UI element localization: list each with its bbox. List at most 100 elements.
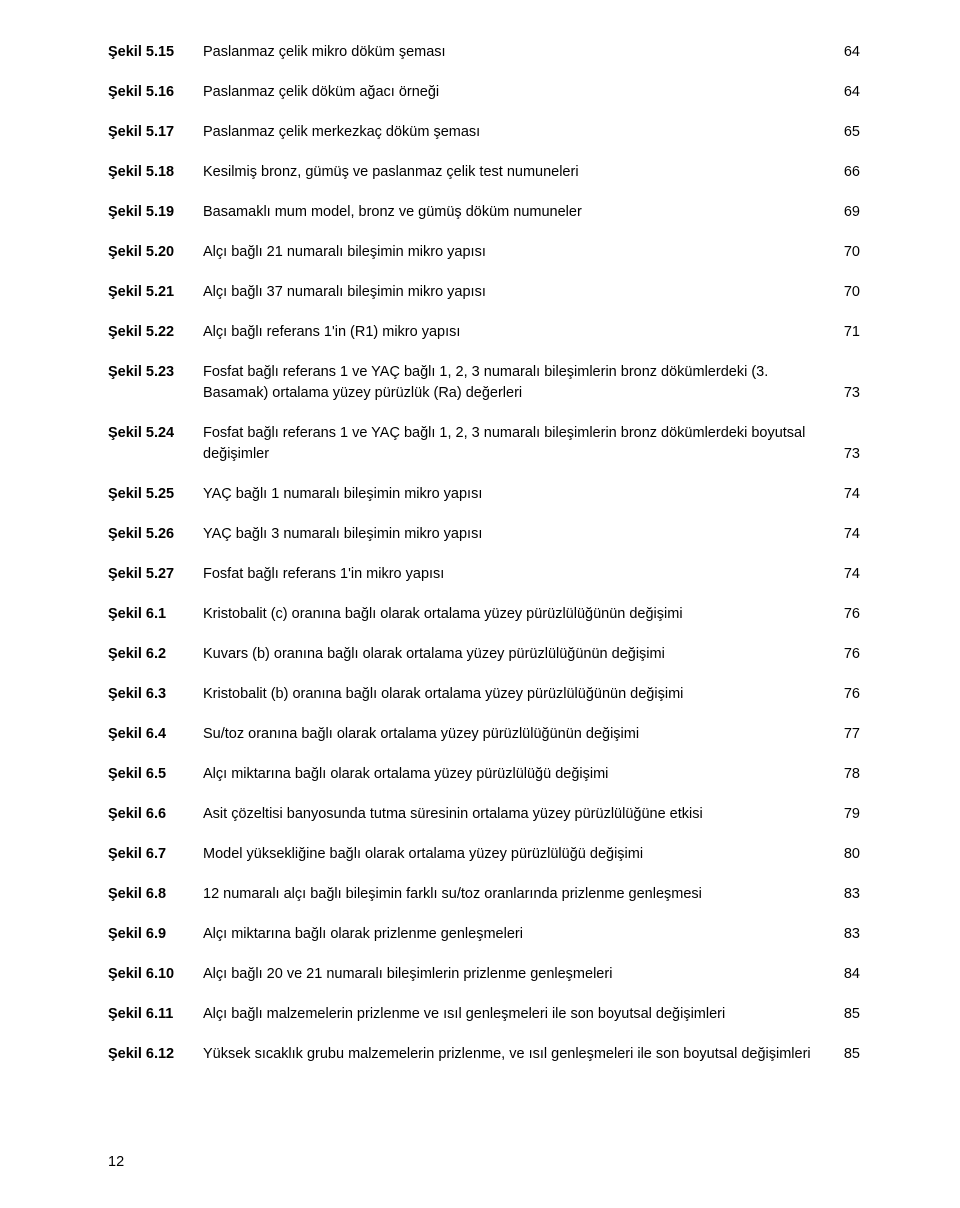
figure-description: Su/toz oranına bağlı olarak ortalama yüz… [203, 724, 830, 745]
figure-description: Basamaklı mum model, bronz ve gümüş dökü… [203, 202, 830, 223]
figure-description-wrap: Kuvars (b) oranına bağlı olarak ortalama… [203, 644, 860, 665]
figure-page: 74 [830, 484, 860, 505]
figure-label: Şekil 5.24 [108, 423, 203, 444]
figure-label: Şekil 6.12 [108, 1044, 203, 1065]
figure-label: Şekil 5.15 [108, 42, 203, 63]
list-item: Şekil 5.16Paslanmaz çelik döküm ağacı ör… [108, 82, 860, 103]
figure-page: 70 [830, 282, 860, 303]
figure-description-wrap: Fosfat bağlı referans 1 ve YAÇ bağlı 1, … [203, 362, 860, 404]
figure-description: Alçı miktarına bağlı olarak prizlenme ge… [203, 924, 830, 945]
figure-description: Fosfat bağlı referans 1 ve YAÇ bağlı 1, … [203, 423, 830, 465]
figure-description: Alçı miktarına bağlı olarak ortalama yüz… [203, 764, 830, 785]
figure-page: 77 [830, 724, 860, 745]
list-item: Şekil 5.22Alçı bağlı referans 1'in (R1) … [108, 322, 860, 343]
figure-description-wrap: Su/toz oranına bağlı olarak ortalama yüz… [203, 724, 860, 745]
list-item: Şekil 5.15Paslanmaz çelik mikro döküm şe… [108, 42, 860, 63]
figure-description: Alçı bağlı malzemelerin prizlenme ve ısı… [203, 1004, 830, 1025]
figure-page: 65 [830, 122, 860, 143]
figure-page: 66 [830, 162, 860, 183]
figure-description-wrap: Basamaklı mum model, bronz ve gümüş dökü… [203, 202, 860, 223]
figure-label: Şekil 5.25 [108, 484, 203, 505]
figure-description-wrap: Kristobalit (c) oranına bağlı olarak ort… [203, 604, 860, 625]
figure-page: 69 [830, 202, 860, 223]
figure-description-wrap: Alçı miktarına bağlı olarak ortalama yüz… [203, 764, 860, 785]
figure-description: Kristobalit (c) oranına bağlı olarak ort… [203, 604, 830, 625]
figure-description: 12 numaralı alçı bağlı bileşimin farklı … [203, 884, 830, 905]
figure-label: Şekil 5.22 [108, 322, 203, 343]
list-item: Şekil 5.17Paslanmaz çelik merkezkaç dökü… [108, 122, 860, 143]
figure-description: Paslanmaz çelik döküm ağacı örneği [203, 82, 830, 103]
list-item: Şekil 6.5Alçı miktarına bağlı olarak ort… [108, 764, 860, 785]
figure-description: Kristobalit (b) oranına bağlı olarak ort… [203, 684, 830, 705]
figure-description-wrap: Alçı bağlı malzemelerin prizlenme ve ısı… [203, 1004, 860, 1025]
figure-description: Alçı bağlı 20 ve 21 numaralı bileşimleri… [203, 964, 830, 985]
figure-description-wrap: YAÇ bağlı 1 numaralı bileşimin mikro yap… [203, 484, 860, 505]
figure-page: 76 [830, 604, 860, 625]
figure-label: Şekil 6.11 [108, 1004, 203, 1025]
figure-label: Şekil 5.18 [108, 162, 203, 183]
figure-description: Alçı bağlı referans 1'in (R1) mikro yapı… [203, 322, 830, 343]
list-item: Şekil 5.19Basamaklı mum model, bronz ve … [108, 202, 860, 223]
figure-description-wrap: Yüksek sıcaklık grubu malzemelerin prizl… [203, 1044, 860, 1065]
figure-page: 74 [830, 524, 860, 545]
figure-description: Yüksek sıcaklık grubu malzemelerin prizl… [203, 1044, 830, 1065]
figure-page: 70 [830, 242, 860, 263]
figure-page: 85 [830, 1044, 860, 1065]
figure-label: Şekil 6.4 [108, 724, 203, 745]
page-number: 12 [108, 1154, 124, 1170]
figure-description: Paslanmaz çelik merkezkaç döküm şeması [203, 122, 830, 143]
figure-label: Şekil 5.20 [108, 242, 203, 263]
figures-list: Şekil 5.15Paslanmaz çelik mikro döküm şe… [108, 42, 860, 1065]
figure-label: Şekil 6.9 [108, 924, 203, 945]
figure-description: Fosfat bağlı referans 1'in mikro yapısı [203, 564, 830, 585]
figure-label: Şekil 5.26 [108, 524, 203, 545]
figure-description: Asit çözeltisi banyosunda tutma süresini… [203, 804, 830, 825]
figure-description-wrap: Alçı bağlı 20 ve 21 numaralı bileşimleri… [203, 964, 860, 985]
figure-page: 64 [830, 42, 860, 63]
figure-page: 84 [830, 964, 860, 985]
list-item: Şekil 5.25YAÇ bağlı 1 numaralı bileşimin… [108, 484, 860, 505]
figure-description: Model yüksekliğine bağlı olarak ortalama… [203, 844, 830, 865]
list-item: Şekil 6.2Kuvars (b) oranına bağlı olarak… [108, 644, 860, 665]
figure-label: Şekil 6.1 [108, 604, 203, 625]
figure-label: Şekil 6.8 [108, 884, 203, 905]
figure-description: Paslanmaz çelik mikro döküm şeması [203, 42, 830, 63]
figure-description-wrap: Kristobalit (b) oranına bağlı olarak ort… [203, 684, 860, 705]
figure-description: Alçı bağlı 21 numaralı bileşimin mikro y… [203, 242, 830, 263]
list-item: Şekil 5.21Alçı bağlı 37 numaralı bileşim… [108, 282, 860, 303]
figure-description-wrap: Alçı bağlı 21 numaralı bileşimin mikro y… [203, 242, 860, 263]
figure-label: Şekil 5.16 [108, 82, 203, 103]
list-item: Şekil 6.812 numaralı alçı bağlı bileşimi… [108, 884, 860, 905]
figure-page: 76 [830, 684, 860, 705]
figure-page: 80 [830, 844, 860, 865]
figure-description-wrap: YAÇ bağlı 3 numaralı bileşimin mikro yap… [203, 524, 860, 545]
figure-page: 73 [830, 444, 860, 465]
list-item: Şekil 5.20Alçı bağlı 21 numaralı bileşim… [108, 242, 860, 263]
figure-page: 83 [830, 884, 860, 905]
figure-description-wrap: Fosfat bağlı referans 1 ve YAÇ bağlı 1, … [203, 423, 860, 465]
figure-description-wrap: Kesilmiş bronz, gümüş ve paslanmaz çelik… [203, 162, 860, 183]
list-item: Şekil 6.4Su/toz oranına bağlı olarak ort… [108, 724, 860, 745]
figure-description-wrap: Paslanmaz çelik merkezkaç döküm şeması65 [203, 122, 860, 143]
figure-label: Şekil 6.10 [108, 964, 203, 985]
figure-description-wrap: Alçı bağlı referans 1'in (R1) mikro yapı… [203, 322, 860, 343]
figure-label: Şekil 5.23 [108, 362, 203, 383]
list-item: Şekil 5.26YAÇ bağlı 3 numaralı bileşimin… [108, 524, 860, 545]
figure-label: Şekil 5.21 [108, 282, 203, 303]
list-item: Şekil 5.18Kesilmiş bronz, gümüş ve pasla… [108, 162, 860, 183]
figure-description: YAÇ bağlı 3 numaralı bileşimin mikro yap… [203, 524, 830, 545]
figure-page: 74 [830, 564, 860, 585]
figure-description: YAÇ bağlı 1 numaralı bileşimin mikro yap… [203, 484, 830, 505]
list-item: Şekil 6.3Kristobalit (b) oranına bağlı o… [108, 684, 860, 705]
figure-page: 78 [830, 764, 860, 785]
list-item: Şekil 6.6Asit çözeltisi banyosunda tutma… [108, 804, 860, 825]
figure-description: Alçı bağlı 37 numaralı bileşimin mikro y… [203, 282, 830, 303]
figure-label: Şekil 6.7 [108, 844, 203, 865]
document-page: Şekil 5.15Paslanmaz çelik mikro döküm şe… [0, 0, 960, 1208]
figure-description: Fosfat bağlı referans 1 ve YAÇ bağlı 1, … [203, 362, 830, 404]
figure-label: Şekil 6.5 [108, 764, 203, 785]
figure-description-wrap: Asit çözeltisi banyosunda tutma süresini… [203, 804, 860, 825]
figure-page: 73 [830, 383, 860, 404]
figure-label: Şekil 5.17 [108, 122, 203, 143]
list-item: Şekil 6.12Yüksek sıcaklık grubu malzemel… [108, 1044, 860, 1065]
